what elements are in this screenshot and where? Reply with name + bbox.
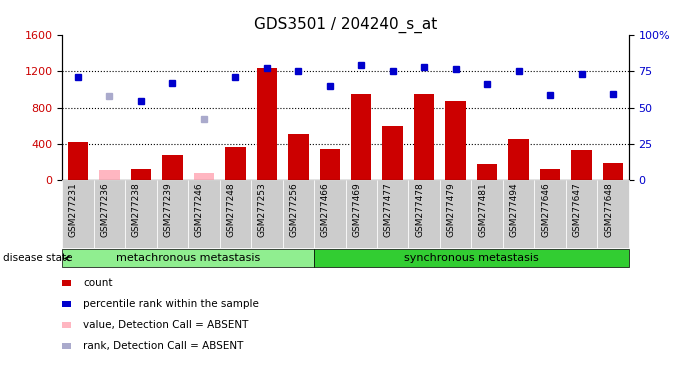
Text: GSM277481: GSM277481 — [478, 182, 487, 237]
Text: GSM277238: GSM277238 — [132, 182, 141, 237]
Bar — [383, 126, 403, 180]
Text: GSM277479: GSM277479 — [446, 182, 455, 237]
Bar — [131, 169, 151, 180]
Text: GSM277648: GSM277648 — [604, 182, 613, 237]
Bar — [288, 134, 308, 180]
Text: GSM277646: GSM277646 — [541, 182, 550, 237]
Text: GSM277466: GSM277466 — [321, 182, 330, 237]
Text: GSM277253: GSM277253 — [258, 182, 267, 237]
Bar — [540, 169, 560, 180]
Text: disease state: disease state — [3, 253, 73, 263]
Bar — [351, 94, 372, 180]
Bar — [319, 149, 340, 180]
Bar — [162, 155, 182, 180]
Title: GDS3501 / 204240_s_at: GDS3501 / 204240_s_at — [254, 17, 437, 33]
Bar — [477, 164, 498, 180]
Text: GSM277236: GSM277236 — [100, 182, 109, 237]
Bar — [603, 163, 623, 180]
Bar — [193, 173, 214, 180]
Bar — [571, 151, 591, 180]
Bar — [100, 170, 120, 180]
Text: GSM277231: GSM277231 — [69, 182, 78, 237]
Bar — [256, 68, 277, 180]
Text: GSM277477: GSM277477 — [384, 182, 392, 237]
Text: GSM277647: GSM277647 — [573, 182, 582, 237]
Bar — [68, 142, 88, 180]
Text: GSM277246: GSM277246 — [195, 182, 204, 237]
Bar — [225, 147, 245, 180]
Text: metachronous metastasis: metachronous metastasis — [116, 253, 261, 263]
Text: GSM277494: GSM277494 — [510, 182, 519, 237]
Text: GSM277256: GSM277256 — [290, 182, 299, 237]
Text: percentile rank within the sample: percentile rank within the sample — [83, 299, 259, 309]
Text: synchronous metastasis: synchronous metastasis — [404, 253, 539, 263]
Bar — [446, 101, 466, 180]
Text: value, Detection Call = ABSENT: value, Detection Call = ABSENT — [83, 320, 248, 330]
Text: GSM277469: GSM277469 — [352, 182, 361, 237]
Bar — [509, 139, 529, 180]
Bar — [414, 94, 435, 180]
Text: GSM277248: GSM277248 — [227, 182, 236, 237]
Text: GSM277239: GSM277239 — [163, 182, 172, 237]
Text: GSM277478: GSM277478 — [415, 182, 424, 237]
Text: count: count — [83, 278, 113, 288]
Text: rank, Detection Call = ABSENT: rank, Detection Call = ABSENT — [83, 341, 243, 351]
